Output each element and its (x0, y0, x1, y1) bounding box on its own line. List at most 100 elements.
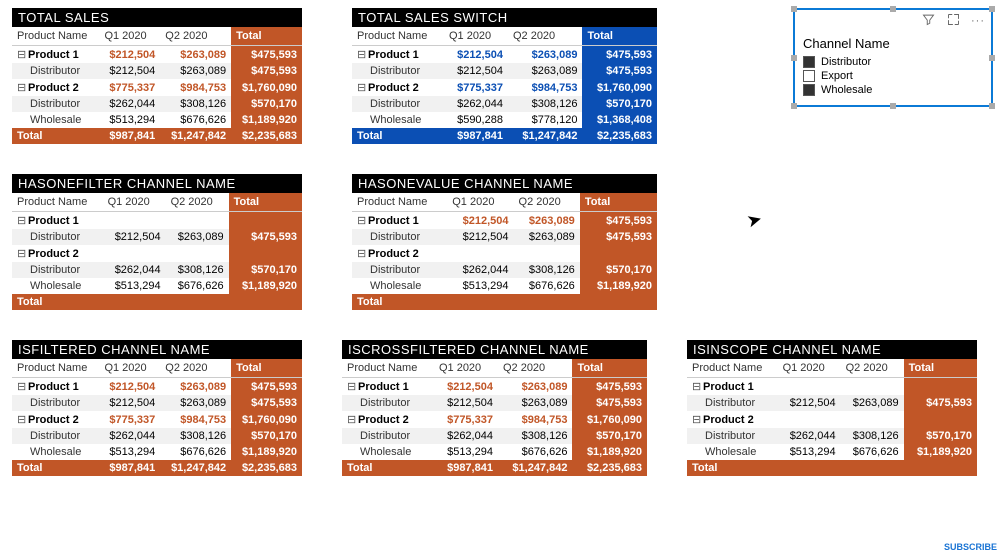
collapse-icon[interactable]: ⊟ (17, 48, 26, 61)
collapse-icon[interactable]: ⊟ (692, 413, 701, 426)
col-header-total[interactable]: Total (572, 359, 647, 378)
resize-handle[interactable] (791, 55, 797, 61)
row-label[interactable]: ⊟Product 2 (687, 411, 778, 428)
collapse-icon[interactable]: ⊟ (17, 247, 26, 260)
row-label[interactable]: ⊟Product 2 (352, 79, 444, 96)
table-row[interactable]: Distributor$262,044$308,126$570,170 (12, 428, 302, 444)
row-label[interactable]: Distributor (687, 428, 778, 444)
collapse-icon[interactable]: ⊟ (357, 247, 366, 260)
row-label[interactable]: Distributor (12, 428, 99, 444)
col-header[interactable]: Product Name (352, 27, 444, 46)
matrix-table[interactable]: Product NameQ1 2020Q2 2020Total⊟Product … (342, 359, 647, 476)
resize-handle[interactable] (989, 103, 995, 109)
col-header[interactable]: Q2 2020 (498, 359, 573, 378)
col-header-total[interactable]: Total (580, 193, 657, 212)
table-row[interactable]: Distributor$212,504$263,089$475,593 (12, 63, 302, 79)
col-header-total[interactable]: Total (904, 359, 977, 378)
row-label[interactable]: Distributor (342, 395, 434, 411)
row-label[interactable]: ⊟Product 1 (12, 46, 99, 64)
col-header-total[interactable]: Total (582, 27, 657, 46)
col-header[interactable]: Q2 2020 (514, 193, 580, 212)
col-header[interactable]: Q1 2020 (447, 193, 513, 212)
row-label[interactable]: Wholesale (352, 278, 447, 294)
matrix-table[interactable]: Product NameQ1 2020Q2 2020Total⊟Product … (12, 359, 302, 476)
row-label[interactable]: Wholesale (12, 112, 99, 128)
col-header[interactable]: Product Name (12, 193, 103, 212)
collapse-icon[interactable]: ⊟ (17, 380, 26, 393)
row-label[interactable]: ⊟Product 2 (352, 245, 447, 262)
row-label[interactable]: Distributor (352, 262, 447, 278)
col-header[interactable]: Q1 2020 (778, 359, 841, 378)
resize-handle[interactable] (890, 103, 896, 109)
slicer-item[interactable]: Wholesale (803, 83, 983, 97)
col-header[interactable]: Q1 2020 (103, 193, 166, 212)
row-label[interactable]: ⊟Product 2 (12, 79, 99, 96)
table-row[interactable]: ⊟Product 1 (12, 212, 302, 230)
row-label[interactable]: ⊟Product 1 (352, 212, 447, 230)
resize-handle[interactable] (791, 6, 797, 12)
matrix-table[interactable]: Product NameQ1 2020Q2 2020Total⊟Product … (352, 27, 657, 144)
table-row[interactable]: Distributor$262,044$308,126$570,170 (342, 428, 647, 444)
table-row[interactable]: Wholesale$513,294$676,626$1,189,920 (687, 444, 977, 460)
table-row[interactable]: Wholesale$590,288$778,120$1,368,408 (352, 112, 657, 128)
slicer-channel-name[interactable]: ··· Channel Name DistributorExportWholes… (793, 8, 993, 107)
collapse-icon[interactable]: ⊟ (347, 380, 356, 393)
row-label[interactable]: Wholesale (342, 444, 434, 460)
table-row[interactable]: ⊟Product 1$212,504$263,089$475,593 (352, 46, 657, 64)
row-label[interactable]: Wholesale (12, 278, 103, 294)
table-row[interactable]: Distributor$262,044$308,126$570,170 (687, 428, 977, 444)
table-row[interactable]: Distributor$262,044$308,126$570,170 (12, 262, 302, 278)
table-row[interactable]: ⊟Product 1$212,504$263,089$475,593 (342, 378, 647, 396)
table-row[interactable]: Distributor$212,504$263,089$475,593 (352, 63, 657, 79)
visual-isinscope[interactable]: ISINSCOPE CHANNEL NAMEProduct NameQ1 202… (687, 340, 977, 476)
table-row[interactable]: ⊟Product 2$775,337$984,753$1,760,090 (342, 411, 647, 428)
col-header[interactable]: Product Name (12, 359, 99, 378)
matrix-table[interactable]: Product NameQ1 2020Q2 2020Total⊟Product … (687, 359, 977, 476)
row-label[interactable]: Distributor (687, 395, 778, 411)
table-row[interactable]: Distributor$262,044$308,126$570,170 (12, 96, 302, 112)
table-row[interactable]: ⊟Product 1 (687, 378, 977, 396)
resize-handle[interactable] (989, 6, 995, 12)
row-label[interactable]: ⊟Product 1 (342, 378, 434, 396)
collapse-icon[interactable]: ⊟ (347, 413, 356, 426)
table-row[interactable]: Distributor$212,504$263,089$475,593 (687, 395, 977, 411)
table-row[interactable]: ⊟Product 1$212,504$263,089$475,593 (12, 46, 302, 64)
resize-handle[interactable] (791, 103, 797, 109)
table-row[interactable]: ⊟Product 2$775,337$984,753$1,760,090 (12, 411, 302, 428)
table-row[interactable]: Distributor$212,504$263,089$475,593 (12, 229, 302, 245)
table-row[interactable]: ⊟Product 1$212,504$263,089$475,593 (12, 378, 302, 396)
matrix-table[interactable]: Product NameQ1 2020Q2 2020Total⊟Product … (12, 27, 302, 144)
row-label[interactable]: Distributor (12, 96, 99, 112)
col-header-total[interactable]: Total (229, 193, 302, 212)
table-row[interactable]: Distributor$212,504$263,089$475,593 (12, 395, 302, 411)
focus-mode-icon[interactable] (946, 12, 961, 30)
table-row[interactable]: Distributor$262,044$308,126$570,170 (352, 262, 657, 278)
table-row[interactable]: Distributor$212,504$263,089$475,593 (342, 395, 647, 411)
row-label[interactable]: ⊟Product 2 (12, 245, 103, 262)
table-row[interactable]: Distributor$262,044$308,126$570,170 (352, 96, 657, 112)
col-header[interactable]: Q1 2020 (99, 27, 160, 46)
row-label[interactable]: Distributor (12, 262, 103, 278)
table-row[interactable]: Distributor$212,504$263,089$475,593 (352, 229, 657, 245)
collapse-icon[interactable]: ⊟ (17, 214, 26, 227)
row-label[interactable]: ⊟Product 1 (12, 378, 99, 396)
visual-total-sales-switch[interactable]: TOTAL SALES SWITCHProduct NameQ1 2020Q2 … (352, 8, 657, 144)
row-label[interactable]: Distributor (12, 63, 99, 79)
col-header[interactable]: Q2 2020 (160, 27, 231, 46)
row-label[interactable]: Distributor (352, 229, 447, 245)
row-label[interactable]: ⊟Product 2 (342, 411, 434, 428)
row-label[interactable]: ⊟Product 2 (12, 411, 99, 428)
col-header[interactable]: Q1 2020 (99, 359, 160, 378)
row-label[interactable]: Distributor (12, 229, 103, 245)
checkbox-icon[interactable] (803, 56, 815, 68)
visual-hasonevalue[interactable]: HASONEVALUE CHANNEL NAMEProduct NameQ1 2… (352, 174, 657, 310)
matrix-table[interactable]: Product NameQ1 2020Q2 2020Total⊟Product … (12, 193, 302, 310)
resize-handle[interactable] (890, 6, 896, 12)
table-row[interactable]: ⊟Product 2 (352, 245, 657, 262)
table-row[interactable]: ⊟Product 2 (12, 245, 302, 262)
row-label[interactable]: Wholesale (12, 444, 99, 460)
col-header[interactable]: Q1 2020 (444, 27, 508, 46)
col-header-total[interactable]: Total (231, 27, 302, 46)
col-header[interactable]: Q2 2020 (160, 359, 231, 378)
row-label[interactable]: ⊟Product 1 (12, 212, 103, 230)
